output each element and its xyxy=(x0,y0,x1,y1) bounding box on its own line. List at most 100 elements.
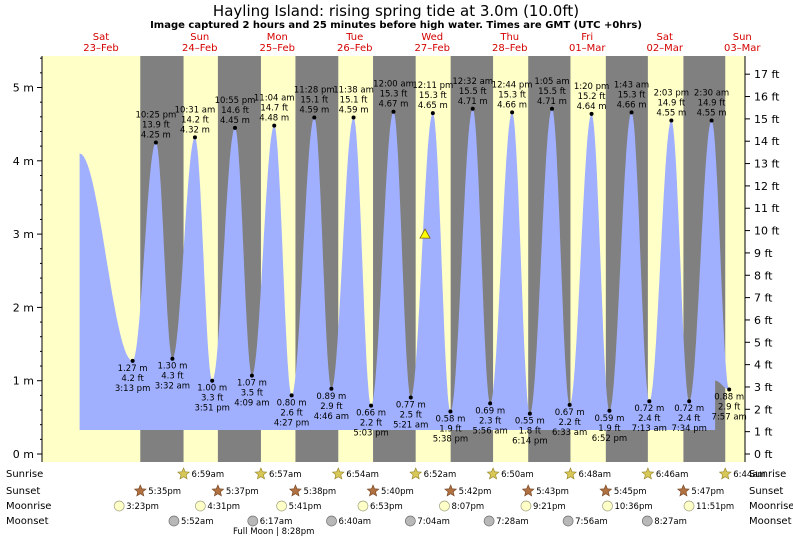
low-tide-point xyxy=(329,386,334,391)
low-tide-feet: 4.3 ft xyxy=(161,372,184,382)
day-date: 27–Feb xyxy=(415,43,450,54)
high-tide-point xyxy=(470,106,475,111)
low-tide-time: 4:09 am xyxy=(234,399,269,409)
moonset-time: 8:27am xyxy=(654,517,687,527)
sunrise-icon xyxy=(564,467,577,480)
high-tide-feet: 13.9 ft xyxy=(142,120,170,130)
low-tide-feet: 2.2 ft xyxy=(558,418,581,428)
moonset-icon xyxy=(641,515,653,527)
high-tide-time: 2:03 pm xyxy=(654,88,689,98)
sunrise-time: 6:57am xyxy=(269,470,302,480)
row-label-right: Moonrise xyxy=(749,501,793,512)
sunset-time: 5:40pm xyxy=(381,487,414,497)
high-tide-time: 2:30 am xyxy=(694,88,729,98)
day-date: 25–Feb xyxy=(260,43,295,54)
current-tide-marker xyxy=(419,228,431,239)
low-tide-point xyxy=(170,356,175,361)
high-tide-feet: 14.9 ft xyxy=(698,98,726,108)
high-tide-time: 10:31 am xyxy=(175,105,216,115)
moonset-time: 7:04am xyxy=(417,517,450,527)
high-tide-time: 11:28 pm xyxy=(294,86,335,96)
high-tide-metres: 4.64 m xyxy=(577,102,607,112)
high-tide-point xyxy=(192,135,197,140)
low-tide-time: 5:03 pm xyxy=(353,429,388,439)
high-tide-time: 11:04 am xyxy=(254,94,295,104)
high-tide-metres: 4.55 m xyxy=(656,108,686,118)
low-tide-metres: 0.59 m xyxy=(594,414,624,424)
low-tide-point xyxy=(289,393,294,398)
sunset-time: 5:37pm xyxy=(226,487,259,497)
moonset-icon xyxy=(326,515,337,527)
low-tide-point xyxy=(687,399,692,404)
chart-header: Hayling Island: rising spring tide at 3.… xyxy=(150,2,642,31)
low-tide-feet: 1.9 ft xyxy=(598,424,621,434)
low-tide-metres: 0.58 m xyxy=(435,414,465,424)
low-tide-metres: 0.55 m xyxy=(515,417,545,427)
high-tide-point xyxy=(510,110,515,115)
high-tide-point xyxy=(589,111,594,116)
sunrise-icon xyxy=(254,467,268,480)
right-tick-label: 13 ft xyxy=(754,158,780,171)
moonrise-icon xyxy=(439,500,450,512)
high-tide-metres: 4.67 m xyxy=(379,100,409,110)
low-tide-point xyxy=(408,395,413,400)
row-label-right: Sunset xyxy=(749,486,783,497)
low-tide-point xyxy=(210,378,215,383)
low-tide-feet: 3.5 ft xyxy=(241,389,264,399)
high-tide-metres: 4.25 m xyxy=(141,130,171,140)
moonset-time: 5:52am xyxy=(181,517,214,527)
day-date: 26–Feb xyxy=(337,43,372,54)
day-date: 28–Feb xyxy=(492,43,527,54)
sunset-time: 5:45pm xyxy=(614,487,647,497)
day-name: Thu xyxy=(499,32,519,43)
high-tide-metres: 4.59 m xyxy=(299,106,329,116)
sunset-time: 5:43pm xyxy=(536,487,569,497)
low-tide-feet: 2.9 ft xyxy=(320,402,343,412)
high-tide-time: 10:55 pm xyxy=(215,96,256,106)
low-tide-point xyxy=(488,401,493,406)
axes: 0 m 1 m 2 m 3 m 4 m 5 m 0 ft 1 ft 2 ft 3 ft 4 ft 5 … xyxy=(13,56,780,462)
high-tide-point xyxy=(272,123,277,128)
high-tide-point xyxy=(351,115,356,120)
low-tide-feet: 3.3 ft xyxy=(201,394,224,404)
right-tick-label: 14 ft xyxy=(754,135,780,148)
high-tide-point xyxy=(391,109,396,114)
moon-phase-note: Full Moon | 8:28pm xyxy=(233,527,314,537)
low-tide-point xyxy=(567,402,572,407)
moonrise-icon xyxy=(602,500,613,512)
moonset-icon xyxy=(168,515,180,527)
right-tick-label: 8 ft xyxy=(754,269,773,282)
high-tide-metres: 4.55 m xyxy=(697,108,727,118)
right-tick-label: 4 ft xyxy=(754,359,773,372)
row-label-left: Moonset xyxy=(6,516,49,527)
right-tick-label: 17 ft xyxy=(754,68,780,81)
day-date: 24–Feb xyxy=(182,43,217,54)
low-tide-feet: 2.2 ft xyxy=(360,419,383,429)
day-name: Sat xyxy=(93,32,109,43)
moonset-time: 6:40am xyxy=(339,517,372,527)
moonrise-time: 9:21pm xyxy=(533,502,566,512)
high-tide-feet: 15.3 ft xyxy=(618,90,646,100)
moonrise-time: 8:07pm xyxy=(451,502,484,512)
low-tide-time: 4:46 am xyxy=(314,412,349,422)
right-tick-label: 10 ft xyxy=(754,225,780,238)
low-tide-time: 7:34 pm xyxy=(671,424,706,434)
sunrise-time: 6:48am xyxy=(578,470,611,480)
moonrise-icon xyxy=(357,500,369,512)
sunrise-icon xyxy=(331,467,345,480)
left-tick-label: 4 m xyxy=(13,155,34,168)
day-name: Sat xyxy=(657,32,673,43)
high-tide-feet: 14.6 ft xyxy=(221,106,249,116)
low-tide-metres: 0.88 m xyxy=(714,392,744,402)
low-tide-time: 3:32 am xyxy=(155,382,190,392)
high-tide-point xyxy=(709,118,714,123)
sunrise-icon xyxy=(718,467,732,480)
high-tide-feet: 14.9 ft xyxy=(657,98,685,108)
moonrise-time: 6:53pm xyxy=(370,502,403,512)
day-name: Wed xyxy=(421,32,443,43)
high-tide-feet: 15.3 ft xyxy=(419,91,447,101)
day-date: 02–Mar xyxy=(646,43,683,54)
high-tide-metres: 4.66 m xyxy=(497,100,527,110)
high-tide-point xyxy=(669,118,674,123)
